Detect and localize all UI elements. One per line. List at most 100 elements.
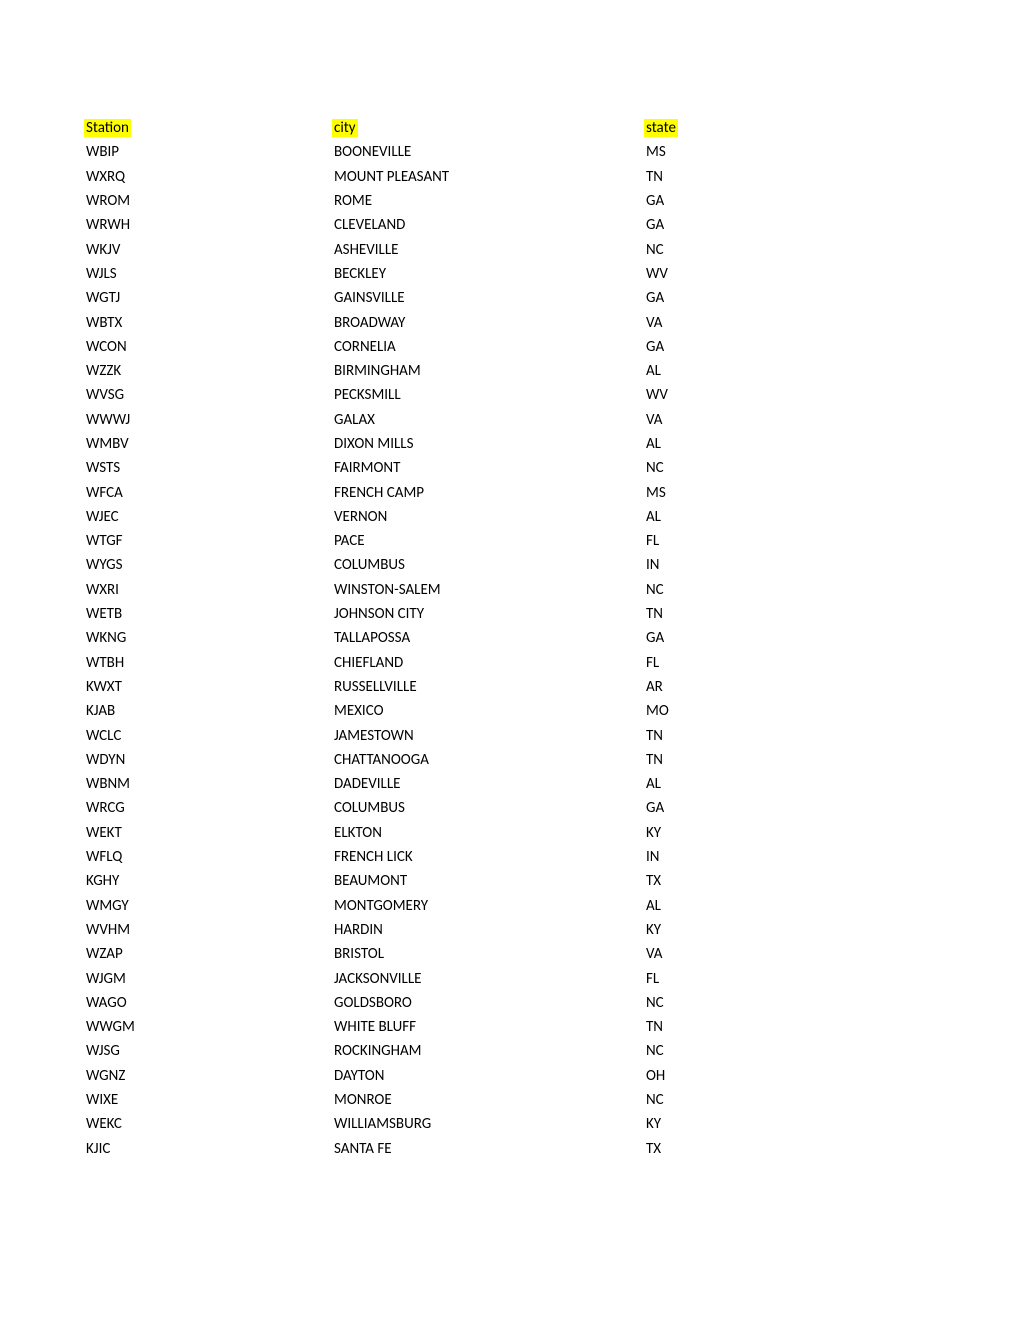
table-row: WWGMWHITE BLUFFTN <box>84 1015 784 1039</box>
cell-state: MS <box>644 484 744 502</box>
cell-station: WJGM <box>84 970 332 988</box>
cell-city: FRENCH LICK <box>332 848 644 866</box>
cell-station: KJAB <box>84 702 332 720</box>
table-row: WJECVERNONAL <box>84 505 784 529</box>
cell-city: BIRMINGHAM <box>332 362 644 380</box>
cell-station: WWWJ <box>84 411 332 429</box>
cell-station: WAGO <box>84 994 332 1012</box>
cell-city: CLEVELAND <box>332 216 644 234</box>
cell-state: TN <box>644 605 744 623</box>
cell-state: WV <box>644 265 744 283</box>
cell-station: WCLC <box>84 727 332 745</box>
table-row: KJABMEXICOMO <box>84 699 784 723</box>
table-row: WCLCJAMESTOWNTN <box>84 723 784 747</box>
table-row: WZAPBRISTOLVA <box>84 942 784 966</box>
table-row: WETBJOHNSON CITYTN <box>84 602 784 626</box>
cell-station: WRWH <box>84 216 332 234</box>
table-row: WZZKBIRMINGHAMAL <box>84 359 784 383</box>
cell-state: OH <box>644 1067 744 1085</box>
cell-city: ASHEVILLE <box>332 241 644 259</box>
cell-city: PECKSMILL <box>332 386 644 404</box>
cell-state: AR <box>644 678 744 696</box>
cell-state: TN <box>644 751 744 769</box>
cell-station: WMGY <box>84 897 332 915</box>
header-cell-station: Station <box>84 119 332 137</box>
table-row: WJLSBECKLEYWV <box>84 262 784 286</box>
cell-city: BECKLEY <box>332 265 644 283</box>
cell-city: MOUNT PLEASANT <box>332 168 644 186</box>
cell-city: GOLDSBORO <box>332 994 644 1012</box>
cell-station: WEKC <box>84 1115 332 1133</box>
cell-state: NC <box>644 994 744 1012</box>
cell-city: DADEVILLE <box>332 775 644 793</box>
cell-city: BOONEVILLE <box>332 143 644 161</box>
cell-station: WKNG <box>84 629 332 647</box>
cell-state: FL <box>644 970 744 988</box>
cell-state: VA <box>644 314 744 332</box>
cell-station: WTGF <box>84 532 332 550</box>
cell-state: MS <box>644 143 744 161</box>
header-city-label: city <box>332 119 358 137</box>
cell-city: FRENCH CAMP <box>332 484 644 502</box>
cell-state: TX <box>644 1140 744 1158</box>
cell-city: WILLIAMSBURG <box>332 1115 644 1133</box>
cell-station: WXRQ <box>84 168 332 186</box>
cell-city: JOHNSON CITY <box>332 605 644 623</box>
table-row: WFLQFRENCH LICKIN <box>84 845 784 869</box>
cell-station: WTBH <box>84 654 332 672</box>
cell-city: TALLAPOSSA <box>332 629 644 647</box>
cell-station: KWXT <box>84 678 332 696</box>
cell-station: WBTX <box>84 314 332 332</box>
cell-state: NC <box>644 581 744 599</box>
cell-state: GA <box>644 629 744 647</box>
cell-state: MO <box>644 702 744 720</box>
table-row: WXRQMOUNT PLEASANTTN <box>84 165 784 189</box>
cell-station: WCON <box>84 338 332 356</box>
cell-state: AL <box>644 508 744 526</box>
table-row: WBNMDADEVILLEAL <box>84 772 784 796</box>
cell-state: TN <box>644 727 744 745</box>
cell-station: WGNZ <box>84 1067 332 1085</box>
table-row: WROMROMEGA <box>84 189 784 213</box>
cell-city: DAYTON <box>332 1067 644 1085</box>
table-row: WGNZDAYTONOH <box>84 1064 784 1088</box>
cell-station: WJSG <box>84 1042 332 1060</box>
cell-state: NC <box>644 459 744 477</box>
table-row: WTBHCHIEFLANDFL <box>84 651 784 675</box>
cell-state: GA <box>644 289 744 307</box>
cell-station: WVHM <box>84 921 332 939</box>
cell-station: WBNM <box>84 775 332 793</box>
cell-city: MONTGOMERY <box>332 897 644 915</box>
cell-city: JAMESTOWN <box>332 727 644 745</box>
table-row: WRCGCOLUMBUSGA <box>84 796 784 820</box>
header-cell-city: city <box>332 119 644 137</box>
cell-station: WZAP <box>84 945 332 963</box>
table-row: WSTSFAIRMONTNC <box>84 456 784 480</box>
cell-city: WHITE BLUFF <box>332 1018 644 1036</box>
table-row: WEKTELKTONKY <box>84 821 784 845</box>
table-row: WWWJGALAXVA <box>84 408 784 432</box>
cell-state: IN <box>644 848 744 866</box>
table-row: KGHYBEAUMONTTX <box>84 869 784 893</box>
cell-state: AL <box>644 897 744 915</box>
cell-city: CHIEFLAND <box>332 654 644 672</box>
cell-state: TN <box>644 168 744 186</box>
cell-station: WSTS <box>84 459 332 477</box>
cell-city: DIXON MILLS <box>332 435 644 453</box>
cell-state: NC <box>644 1042 744 1060</box>
cell-state: WV <box>644 386 744 404</box>
cell-city: VERNON <box>332 508 644 526</box>
table-row: WCONCORNELIAGA <box>84 335 784 359</box>
cell-state: NC <box>644 241 744 259</box>
cell-city: CORNELIA <box>332 338 644 356</box>
cell-city: MONROE <box>332 1091 644 1109</box>
cell-city: GALAX <box>332 411 644 429</box>
cell-station: WRCG <box>84 799 332 817</box>
cell-station: WETB <box>84 605 332 623</box>
cell-state: FL <box>644 532 744 550</box>
table-row: WAGOGOLDSBORONC <box>84 991 784 1015</box>
cell-station: WROM <box>84 192 332 210</box>
cell-state: KY <box>644 824 744 842</box>
cell-station: WVSG <box>84 386 332 404</box>
cell-city: COLUMBUS <box>332 799 644 817</box>
